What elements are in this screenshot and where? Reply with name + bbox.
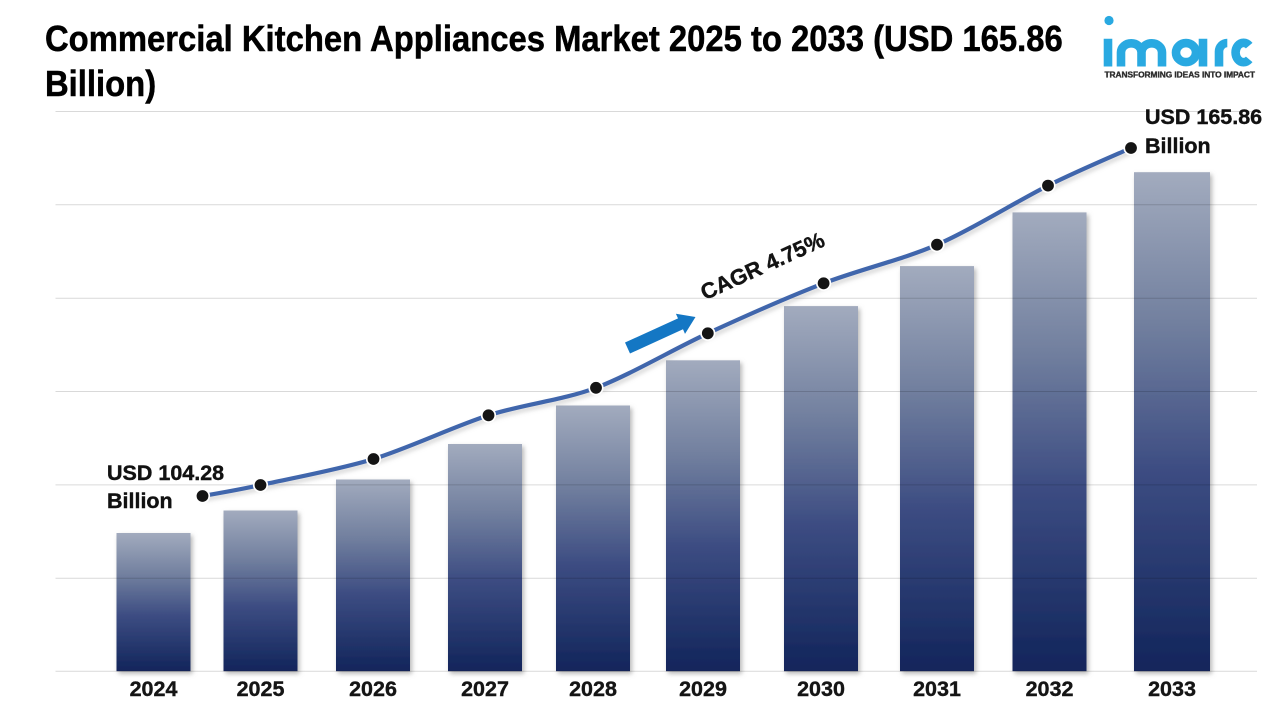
svg-text:TRANSFORMING IDEAS INTO IMPACT: TRANSFORMING IDEAS INTO IMPACT xyxy=(1105,70,1256,80)
